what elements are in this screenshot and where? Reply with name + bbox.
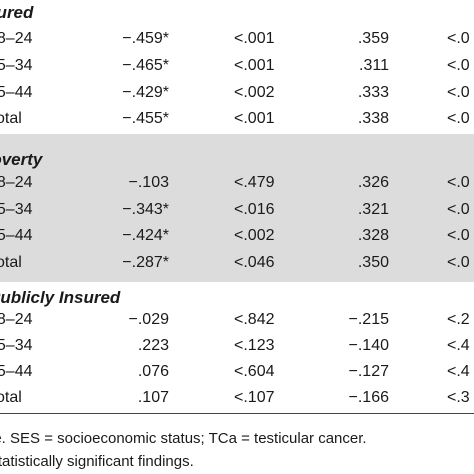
- p2-cell: <.0: [447, 84, 470, 101]
- table-row: 25–34 .223 <.123 −.140 <.4: [0, 334, 474, 358]
- age-cell: 25–34: [0, 201, 33, 218]
- table-row: 25–34 −.343* <.016 .321 <.0: [0, 198, 474, 222]
- r2-cell: .326: [357, 174, 389, 191]
- table-row: 18–24 −.459* <.001 .359 <.0: [0, 27, 474, 51]
- table-row: Total −.455* <.001 .338 <.0: [0, 107, 474, 131]
- p2-cell: <.0: [447, 174, 470, 191]
- r-cell: .076: [137, 363, 169, 380]
- r-cell: −.103: [128, 174, 169, 191]
- p-cell: <.604: [234, 363, 275, 380]
- age-cell: 35–44: [0, 363, 33, 380]
- group-title: Publicly Insured: [0, 288, 121, 307]
- r2-cell: .338: [357, 110, 389, 127]
- p-cell: <.107: [234, 389, 275, 406]
- p-cell: <.001: [234, 30, 275, 47]
- p2-cell: <.0: [447, 254, 470, 271]
- p-cell: <.002: [234, 227, 275, 244]
- age-cell: 35–44: [0, 227, 33, 244]
- r-cell: −.465*: [122, 57, 169, 74]
- table-row: Total .107 <.107 −.166 <.3: [0, 386, 474, 410]
- p-cell: <.001: [234, 110, 275, 127]
- r-cell: −.424*: [122, 227, 169, 244]
- r-cell: .107: [137, 389, 169, 406]
- age-cell: Total: [0, 254, 22, 271]
- r2-cell: .359: [357, 30, 389, 47]
- age-cell: 25–34: [0, 337, 33, 354]
- p-cell: <.123: [234, 337, 275, 354]
- p2-cell: <.4: [447, 337, 470, 354]
- age-cell: 35–44: [0, 84, 33, 101]
- age-cell: 18–24: [0, 30, 33, 47]
- r-cell: −.459*: [122, 30, 169, 47]
- r-cell: .223: [137, 337, 169, 354]
- table-row: 18–24 −.029 <.842 −.215 <.2: [0, 308, 474, 332]
- group-poverty: Poverty 18–24 −.103 <.479 .326 <.0 25–34…: [0, 134, 474, 282]
- table-row: Total −.287* <.046 .350 <.0: [0, 251, 474, 275]
- p-cell: <.016: [234, 201, 275, 218]
- r2-cell: .321: [357, 201, 389, 218]
- p-cell: <.001: [234, 57, 275, 74]
- r-cell: −.343*: [122, 201, 169, 218]
- p-cell: <.842: [234, 311, 275, 328]
- p2-cell: <.0: [447, 110, 470, 127]
- significance-note: *Statistically significant findings.: [0, 453, 194, 470]
- r-cell: −.029: [128, 311, 169, 328]
- r2-cell: .333: [357, 84, 389, 101]
- r2-cell: −.166: [348, 389, 389, 406]
- r2-cell: .350: [357, 254, 389, 271]
- p-cell: <.002: [234, 84, 275, 101]
- age-cell: Total: [0, 110, 22, 127]
- r2-cell: −.215: [348, 311, 389, 328]
- r2-cell: −.127: [348, 363, 389, 380]
- r2-cell: .311: [359, 57, 389, 74]
- group-title: Insured: [0, 3, 34, 22]
- r2-cell: −.140: [348, 337, 389, 354]
- p2-cell: <.0: [447, 201, 470, 218]
- table-row: 35–44 −.429* <.002 .333 <.0: [0, 81, 474, 105]
- table-row: 18–24 −.103 <.479 .326 <.0: [0, 171, 474, 195]
- p2-cell: <.2: [447, 311, 470, 328]
- group-title: Poverty: [0, 150, 43, 169]
- p2-cell: <.0: [447, 227, 470, 244]
- table-row: 25–34 −.465* <.001 .311 <.0: [0, 54, 474, 78]
- age-cell: Total: [0, 389, 22, 406]
- table-bottom-rule: [0, 413, 474, 414]
- p-cell: <.479: [234, 174, 275, 191]
- r-cell: −.455*: [122, 110, 169, 127]
- r-cell: −.429*: [122, 84, 169, 101]
- p2-cell: <.3: [447, 389, 470, 406]
- age-cell: 18–24: [0, 311, 33, 328]
- p2-cell: <.4: [447, 363, 470, 380]
- group-publicly-insured: Publicly Insured 18–24 −.029 <.842 −.215…: [0, 282, 474, 412]
- group-insured: Insured 18–24 −.459* <.001 .359 <.0 25–3…: [0, 0, 474, 132]
- p2-cell: <.0: [447, 30, 470, 47]
- r-cell: −.287*: [122, 254, 169, 271]
- r2-cell: .328: [357, 227, 389, 244]
- table-note: Note. SES = socioeconomic status; TCa = …: [0, 430, 367, 447]
- age-cell: 25–34: [0, 57, 33, 74]
- age-cell: 18–24: [0, 174, 33, 191]
- table-row: 35–44 −.424* <.002 .328 <.0: [0, 224, 474, 248]
- table-row: 35–44 .076 <.604 −.127 <.4: [0, 360, 474, 384]
- p2-cell: <.0: [447, 57, 470, 74]
- p-cell: <.046: [234, 254, 275, 271]
